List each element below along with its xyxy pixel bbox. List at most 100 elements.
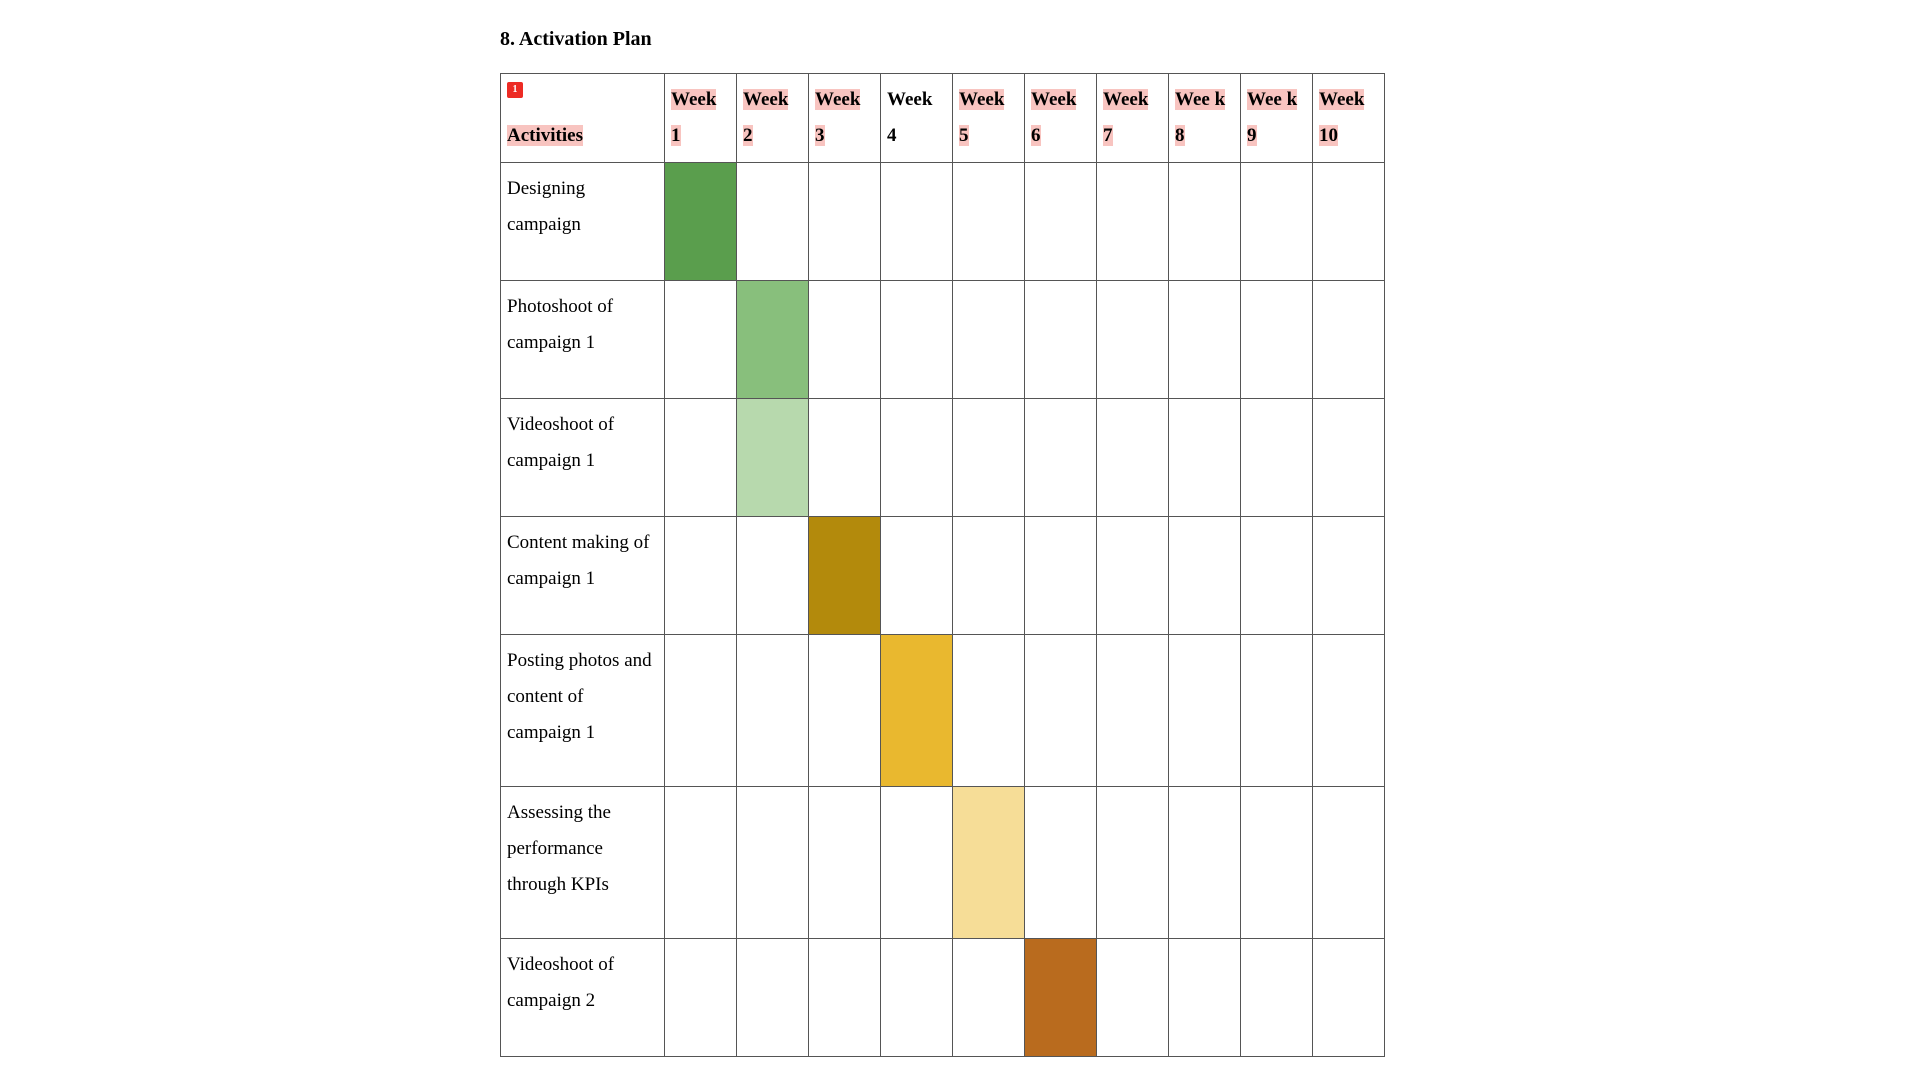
activity-cell: Designing campaign [501,163,665,281]
week-cell [665,517,737,635]
plan-body: Designing campaignPhotoshoot of campaign… [501,163,1385,1057]
week-cell [737,787,809,939]
col-header-week-3: Week3 [809,74,881,163]
table-row: Photoshoot of campaign 1 [501,281,1385,399]
week-cell [1241,787,1313,939]
col-header-week-2: Week2 [737,74,809,163]
activity-cell: Content making of campaign 1 [501,517,665,635]
activity-cell: Posting photos and content of campaign 1 [501,635,665,787]
week-cell [881,517,953,635]
week-cell [737,163,809,281]
week-cell [1169,787,1241,939]
week-cell [1097,787,1169,939]
week-cell [665,787,737,939]
week-cell [1097,939,1169,1057]
activation-plan-table: 1 Activities Week1Week2Week3Week4Week5We… [500,73,1385,1057]
week-cell [953,399,1025,517]
week-cell [737,939,809,1057]
plan-header-row: 1 Activities Week1Week2Week3Week4Week5We… [501,74,1385,163]
col-header-week-10: Week10 [1313,74,1385,163]
document-page: 8. Activation Plan 1 Activities Week1Wee… [0,0,1920,1057]
col-header-activities-label: Activities [507,125,583,146]
week-cell [1241,399,1313,517]
week-cell [1169,939,1241,1057]
table-row: Posting photos and content of campaign 1 [501,635,1385,787]
week-cell [1241,939,1313,1057]
col-header-week-6: Week6 [1025,74,1097,163]
week-cell [1025,399,1097,517]
week-cell [737,281,809,399]
col-header-week-1: Week1 [665,74,737,163]
week-cell [737,635,809,787]
col-header-week-7: Week7 [1097,74,1169,163]
week-cell [1169,281,1241,399]
week-cell [737,399,809,517]
week-cell [1025,635,1097,787]
activity-cell: Videoshoot of campaign 1 [501,399,665,517]
week-cell [1313,635,1385,787]
week-cell [665,939,737,1057]
week-cell [737,517,809,635]
week-cell [665,399,737,517]
week-cell [809,517,881,635]
week-cell [1169,163,1241,281]
week-cell [953,163,1025,281]
col-header-week-5: Week5 [953,74,1025,163]
week-cell [1025,281,1097,399]
week-cell [1097,635,1169,787]
table-row: Designing campaign [501,163,1385,281]
section-heading: 8. Activation Plan [500,28,1920,51]
col-header-week-8: Wee k8 [1169,74,1241,163]
activity-cell: Videoshoot of campaign 2 [501,939,665,1057]
week-cell [1169,517,1241,635]
week-cell [809,163,881,281]
week-cell [1169,399,1241,517]
table-row: Videoshoot of campaign 2 [501,939,1385,1057]
table-row: Assessing the performance through KPIs [501,787,1385,939]
week-cell [1313,281,1385,399]
week-cell [881,939,953,1057]
week-cell [1025,787,1097,939]
week-cell [1313,163,1385,281]
week-cell [1097,281,1169,399]
table-row: Content making of campaign 1 [501,517,1385,635]
week-cell [1025,517,1097,635]
week-cell [953,787,1025,939]
col-header-week-9: Wee k9 [1241,74,1313,163]
activity-cell: Assessing the performance through KPIs [501,787,665,939]
col-header-week-4: Week4 [881,74,953,163]
week-cell [809,635,881,787]
week-cell [1313,939,1385,1057]
week-cell [953,281,1025,399]
week-cell [953,939,1025,1057]
comment-marker-icon[interactable]: 1 [507,82,523,98]
week-cell [953,517,1025,635]
week-cell [881,163,953,281]
week-cell [953,635,1025,787]
week-cell [881,635,953,787]
week-cell [881,399,953,517]
week-cell [665,281,737,399]
week-cell [1241,517,1313,635]
week-cell [1313,787,1385,939]
week-cell [881,281,953,399]
col-header-activities: 1 Activities [501,74,665,163]
week-cell [1097,399,1169,517]
week-cell [1241,163,1313,281]
week-cell [1025,939,1097,1057]
week-cell [809,399,881,517]
week-cell [881,787,953,939]
week-cell [1241,635,1313,787]
week-cell [809,281,881,399]
week-cell [1169,635,1241,787]
week-cell [1241,281,1313,399]
week-cell [1097,163,1169,281]
week-cell [809,939,881,1057]
week-cell [1313,399,1385,517]
week-cell [1097,517,1169,635]
week-cell [665,635,737,787]
week-cell [1025,163,1097,281]
week-cell [665,163,737,281]
week-cell [1313,517,1385,635]
activity-cell: Photoshoot of campaign 1 [501,281,665,399]
